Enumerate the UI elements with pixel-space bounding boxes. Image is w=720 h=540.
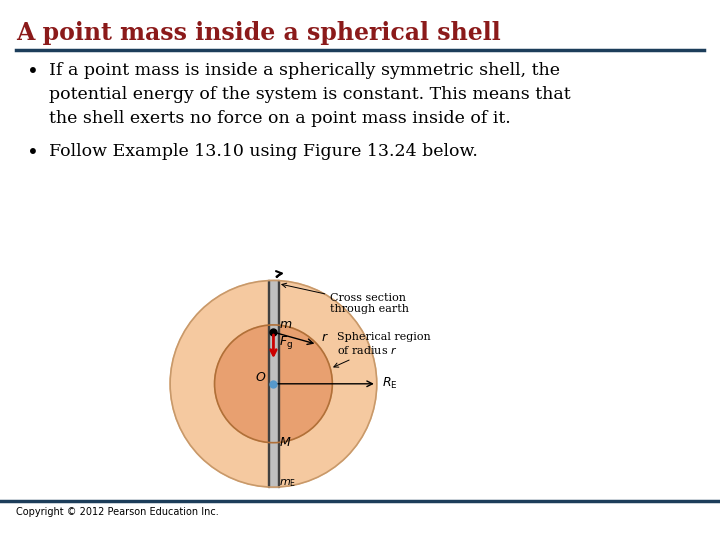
Text: Copyright © 2012 Pearson Education Inc.: Copyright © 2012 Pearson Education Inc. xyxy=(16,507,219,517)
Circle shape xyxy=(170,280,377,487)
Bar xyxy=(269,280,278,487)
Text: •: • xyxy=(27,62,39,81)
Text: Cross section
through earth: Cross section through earth xyxy=(282,283,409,314)
Bar xyxy=(278,280,279,487)
Text: $m$: $m$ xyxy=(279,318,292,331)
Text: $r$: $r$ xyxy=(321,332,329,345)
Bar xyxy=(268,280,269,487)
Text: A point mass inside a spherical shell: A point mass inside a spherical shell xyxy=(16,21,500,44)
Circle shape xyxy=(215,325,333,443)
Text: Follow Example 13.10 using Figure 13.24 below.: Follow Example 13.10 using Figure 13.24 … xyxy=(49,143,478,160)
Text: $M$: $M$ xyxy=(279,436,292,449)
Text: $O$: $O$ xyxy=(256,370,266,384)
Text: $R_\mathrm{E}$: $R_\mathrm{E}$ xyxy=(382,376,397,392)
Text: $F_\mathrm{g}$: $F_\mathrm{g}$ xyxy=(279,334,293,350)
Text: $m_\mathrm{E}$: $m_\mathrm{E}$ xyxy=(279,477,297,489)
Text: If a point mass is inside a spherically symmetric shell, the
potential energy of: If a point mass is inside a spherically … xyxy=(49,62,570,127)
Text: •: • xyxy=(27,143,39,162)
Text: Spherical region
of radius $r$: Spherical region of radius $r$ xyxy=(334,332,431,367)
